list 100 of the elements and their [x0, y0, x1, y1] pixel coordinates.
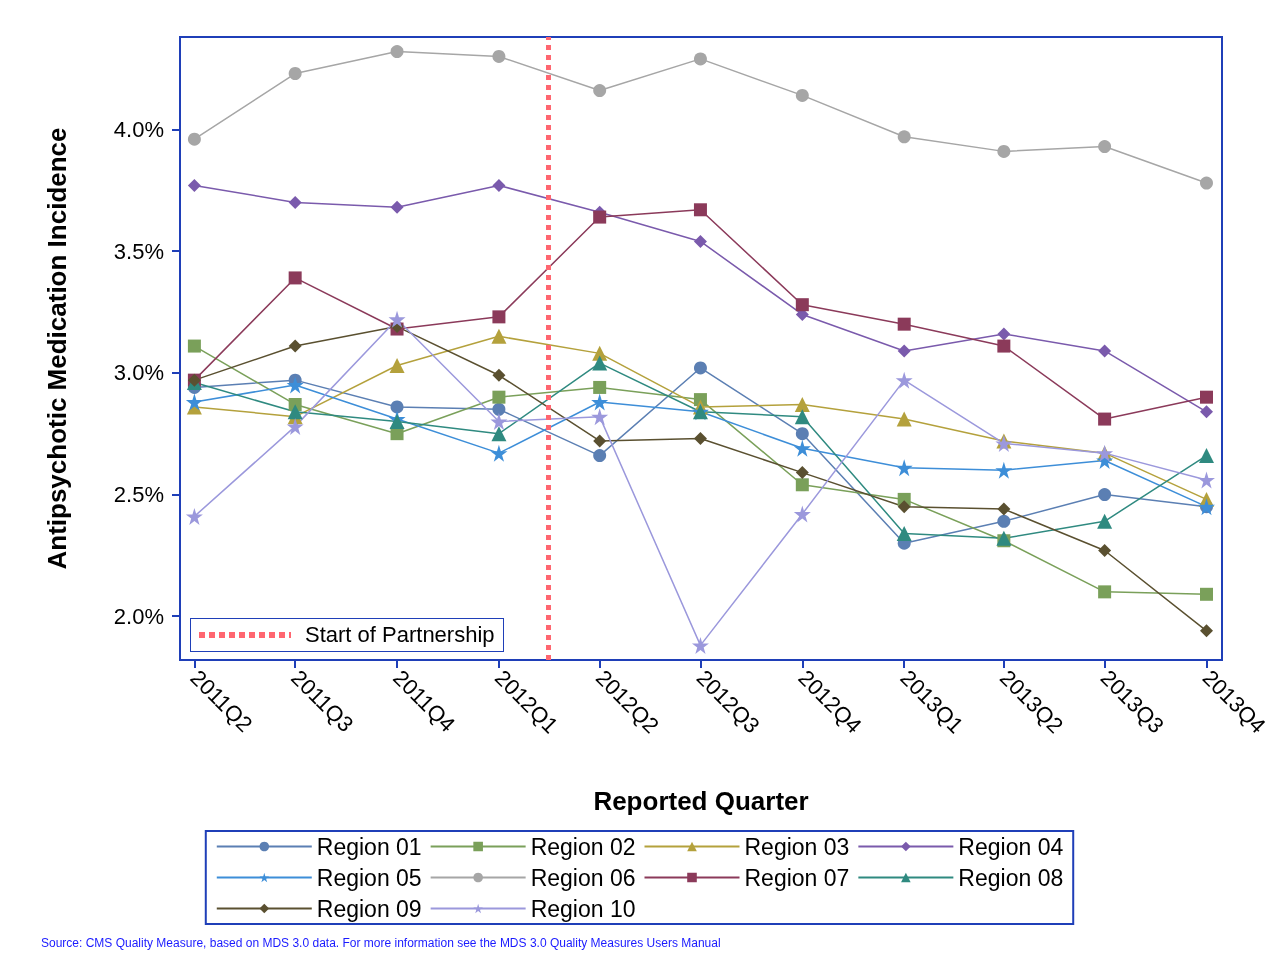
point: [693, 432, 707, 446]
point: [795, 298, 809, 312]
point: [490, 413, 508, 431]
point: [286, 376, 304, 394]
point: [490, 444, 508, 462]
point: [1098, 412, 1112, 426]
point: [185, 507, 203, 525]
legend-label: Region 05: [316, 864, 422, 891]
point: [492, 310, 506, 324]
x-axis-title: Reported Quarter: [593, 786, 809, 816]
point: [187, 178, 201, 192]
y-axis-title: Antipsychotic Medication Incidence: [42, 127, 72, 570]
point: [1200, 405, 1213, 419]
point: [693, 52, 707, 66]
point: [1098, 543, 1112, 557]
point: [591, 393, 609, 411]
point: [996, 530, 1012, 546]
point: [795, 427, 809, 441]
point: [997, 339, 1011, 353]
point: [185, 393, 203, 411]
point: [390, 200, 404, 214]
point: [187, 132, 201, 146]
legend-label: Region 07: [744, 864, 850, 891]
point: [1098, 488, 1112, 502]
point: [693, 234, 707, 248]
point: [1200, 624, 1213, 638]
point: [389, 414, 405, 430]
point: [1097, 513, 1113, 529]
point: [287, 404, 303, 420]
point: [997, 502, 1011, 516]
y-tick-label: 3.5%: [113, 238, 164, 264]
point: [793, 505, 811, 523]
point: [795, 466, 809, 480]
point: [593, 210, 607, 224]
point: [693, 361, 707, 375]
point: [897, 317, 911, 331]
y-tick-label: 2.0%: [113, 603, 164, 629]
point: [1200, 587, 1213, 601]
point: [593, 434, 607, 448]
legend-label: Region 01: [316, 833, 422, 860]
point: [1098, 140, 1112, 154]
point: [1200, 176, 1213, 190]
point: [895, 371, 913, 389]
point: [592, 355, 608, 371]
point: [794, 409, 810, 425]
source-note: Source: CMS Quality Measure, based on MDS 3.0 data. For more information see the MDS 3.0 Quality Measures Users Manual: [41, 936, 721, 950]
point: [995, 461, 1013, 479]
point: [187, 339, 201, 353]
point: [492, 49, 506, 63]
legend-label: Region 02: [530, 833, 636, 860]
point: [897, 130, 911, 144]
point: [895, 459, 913, 477]
legend-label: Region 04: [958, 833, 1064, 860]
point: [288, 339, 302, 353]
point: [997, 514, 1011, 528]
y-tick-label: 3.0%: [113, 360, 164, 386]
legend-box: Start of Partnership: [190, 618, 504, 652]
y-tick-label: 2.5%: [113, 482, 164, 508]
point: [794, 396, 810, 412]
legend-label: Region 06: [530, 864, 636, 891]
point: [693, 203, 707, 217]
point: [1098, 585, 1112, 599]
legend-label: Region 10: [530, 895, 636, 922]
point: [1199, 448, 1214, 464]
point: [593, 449, 607, 463]
point: [286, 417, 304, 435]
point: [997, 144, 1011, 158]
point: [1198, 471, 1215, 489]
point: [390, 45, 404, 59]
point: [897, 344, 911, 358]
point: [896, 411, 912, 427]
legend-label: Region 03: [744, 833, 850, 860]
point: [997, 327, 1011, 341]
point: [491, 426, 507, 442]
point: [389, 358, 405, 374]
point: [388, 310, 406, 328]
point: [593, 84, 607, 98]
point: [288, 195, 302, 209]
legend-label: Region 09: [316, 895, 422, 922]
point: [492, 390, 506, 404]
point: [288, 271, 302, 285]
point: [492, 368, 506, 382]
point: [897, 500, 911, 514]
ref-line-label: Start of Partnership: [305, 622, 495, 648]
point: [795, 478, 809, 492]
y-tick-label: 4.0%: [113, 116, 164, 142]
point: [491, 328, 507, 344]
point: [591, 408, 609, 426]
point: [492, 402, 506, 416]
point: [288, 67, 302, 80]
point: [492, 178, 506, 192]
point: [1098, 344, 1112, 358]
point: [390, 400, 404, 414]
point: [1200, 390, 1213, 404]
point: [691, 636, 709, 654]
point: [793, 439, 811, 457]
legend-label: Region 08: [958, 864, 1064, 891]
point: [896, 525, 912, 541]
point: [593, 380, 607, 394]
point: [795, 88, 809, 102]
